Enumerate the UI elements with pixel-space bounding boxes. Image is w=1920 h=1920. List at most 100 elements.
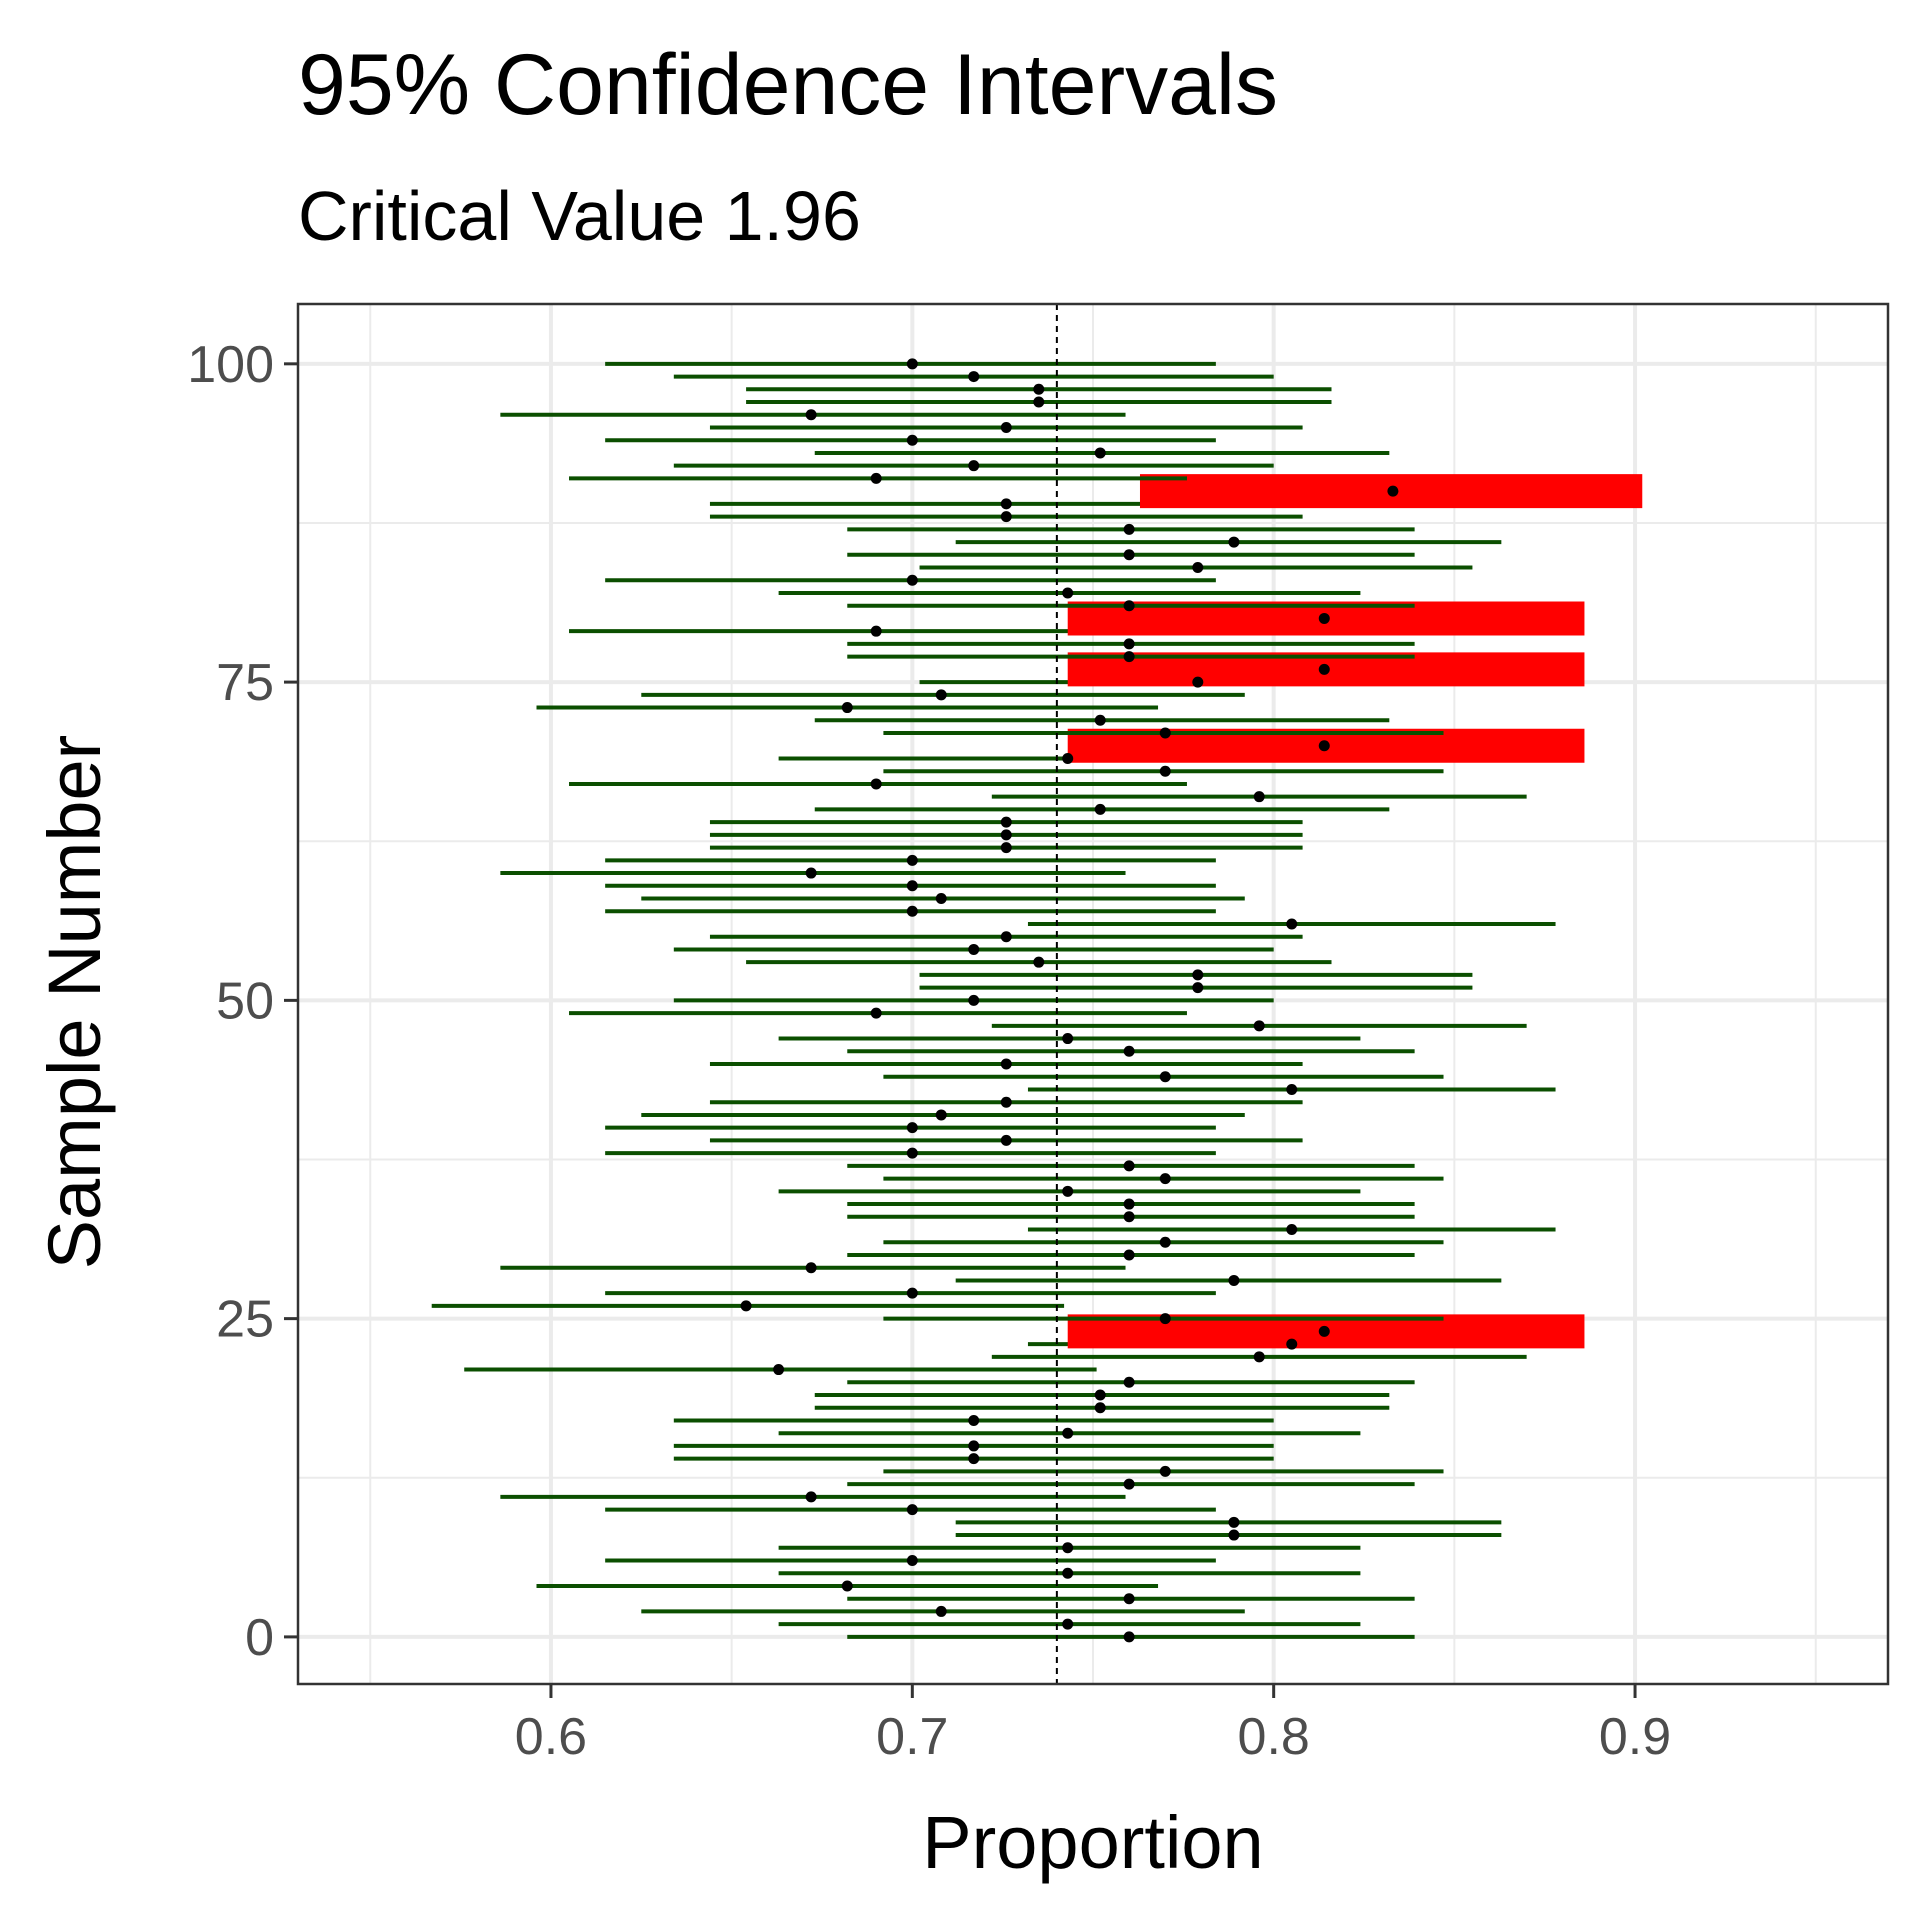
plot-border	[296, 302, 1890, 1686]
sample-point	[906, 434, 918, 446]
sample-point	[1318, 663, 1330, 675]
sample-points	[740, 358, 1399, 1643]
sample-point	[1000, 1096, 1012, 1108]
sample-point	[1062, 1427, 1074, 1439]
sample-point	[1000, 842, 1012, 854]
sample-point	[1094, 1389, 1106, 1401]
sample-point	[1062, 1542, 1074, 1554]
chart-title: 95% Confidence Intervals	[298, 37, 1278, 133]
sample-point	[841, 702, 853, 714]
sample-point	[841, 1580, 853, 1592]
sample-point	[1192, 676, 1204, 688]
sample-point	[968, 943, 980, 955]
sample-point	[1033, 396, 1045, 408]
sample-point	[906, 1287, 918, 1299]
x-tick-label: 0.9	[1599, 1708, 1671, 1766]
sample-point	[1000, 816, 1012, 828]
sample-point	[1000, 1058, 1012, 1070]
y-tick-label: 25	[216, 1291, 274, 1349]
sample-point	[1286, 1083, 1298, 1095]
sample-point	[935, 893, 947, 905]
sample-point	[1123, 1211, 1135, 1223]
sample-point	[1062, 1185, 1074, 1197]
x-axis-label: Proportion	[922, 1801, 1263, 1884]
sample-point	[1000, 829, 1012, 841]
sample-point	[1253, 791, 1265, 803]
sample-point	[1318, 612, 1330, 624]
sample-point	[935, 689, 947, 701]
sample-point	[1000, 511, 1012, 523]
sample-point	[1387, 485, 1399, 497]
sample-point	[906, 358, 918, 370]
sample-point	[805, 867, 817, 879]
sample-point	[1123, 1478, 1135, 1490]
sample-point	[805, 1491, 817, 1503]
sample-point	[1318, 740, 1330, 752]
y-axis-label: Sample Number	[33, 735, 116, 1270]
sample-point	[1159, 1071, 1171, 1083]
plot-frame-group	[296, 302, 1890, 1686]
x-tick-label: 0.8	[1238, 1708, 1310, 1766]
sample-point	[1123, 1631, 1135, 1643]
sample-point	[870, 1007, 882, 1019]
sample-point	[1228, 1516, 1240, 1528]
sample-point	[1123, 523, 1135, 535]
sample-point	[968, 1453, 980, 1465]
sample-point	[1033, 956, 1045, 968]
sample-point	[1094, 447, 1106, 459]
sample-point	[1159, 1173, 1171, 1185]
sample-point	[935, 1109, 947, 1121]
sample-point	[1123, 638, 1135, 650]
sample-point	[1159, 1313, 1171, 1325]
sample-point	[1123, 651, 1135, 663]
sample-point	[1062, 1618, 1074, 1630]
sample-point	[1062, 1567, 1074, 1579]
sample-point	[968, 1440, 980, 1452]
sample-point	[1000, 498, 1012, 510]
sample-point	[1192, 982, 1204, 994]
sample-point	[906, 854, 918, 866]
sample-point	[1159, 1465, 1171, 1477]
sample-point	[1123, 1593, 1135, 1605]
sample-point	[906, 1147, 918, 1159]
sample-point	[1253, 1020, 1265, 1032]
sample-point	[906, 1504, 918, 1516]
sample-point	[1159, 765, 1171, 777]
sample-point	[1286, 1338, 1298, 1350]
sample-point	[1228, 1529, 1240, 1541]
sample-point	[1094, 1402, 1106, 1414]
sample-point	[1192, 562, 1204, 574]
sample-point	[1123, 1198, 1135, 1210]
sample-point	[1228, 536, 1240, 548]
sample-point	[1159, 1236, 1171, 1248]
chart-subtitle: Critical Value 1.96	[298, 177, 861, 255]
x-axis: 0.6 0.7 0.8 0.9	[515, 1684, 1671, 1766]
sample-point	[968, 1414, 980, 1426]
minor-gridlines	[298, 304, 1888, 1684]
sample-point	[1094, 803, 1106, 815]
sample-point	[906, 574, 918, 586]
y-tick-label: 75	[216, 654, 274, 712]
sample-point	[1286, 1224, 1298, 1236]
sample-point	[870, 472, 882, 484]
sample-point	[1094, 714, 1106, 726]
sample-point	[1062, 752, 1074, 764]
sample-point	[1123, 1249, 1135, 1261]
sample-point	[1228, 1274, 1240, 1286]
sample-point	[1123, 1045, 1135, 1057]
sample-point	[1159, 727, 1171, 739]
sample-point	[1000, 931, 1012, 943]
sample-point	[1062, 1033, 1074, 1045]
sample-point	[1192, 969, 1204, 981]
sample-point	[906, 1555, 918, 1567]
sample-point	[805, 409, 817, 421]
x-tick-label: 0.7	[876, 1708, 948, 1766]
sample-point	[1033, 383, 1045, 395]
sample-point	[968, 994, 980, 1006]
sample-point	[906, 880, 918, 892]
sample-point	[968, 371, 980, 383]
sample-point	[1000, 1134, 1012, 1146]
sample-point	[935, 1605, 947, 1617]
sample-point	[870, 778, 882, 790]
